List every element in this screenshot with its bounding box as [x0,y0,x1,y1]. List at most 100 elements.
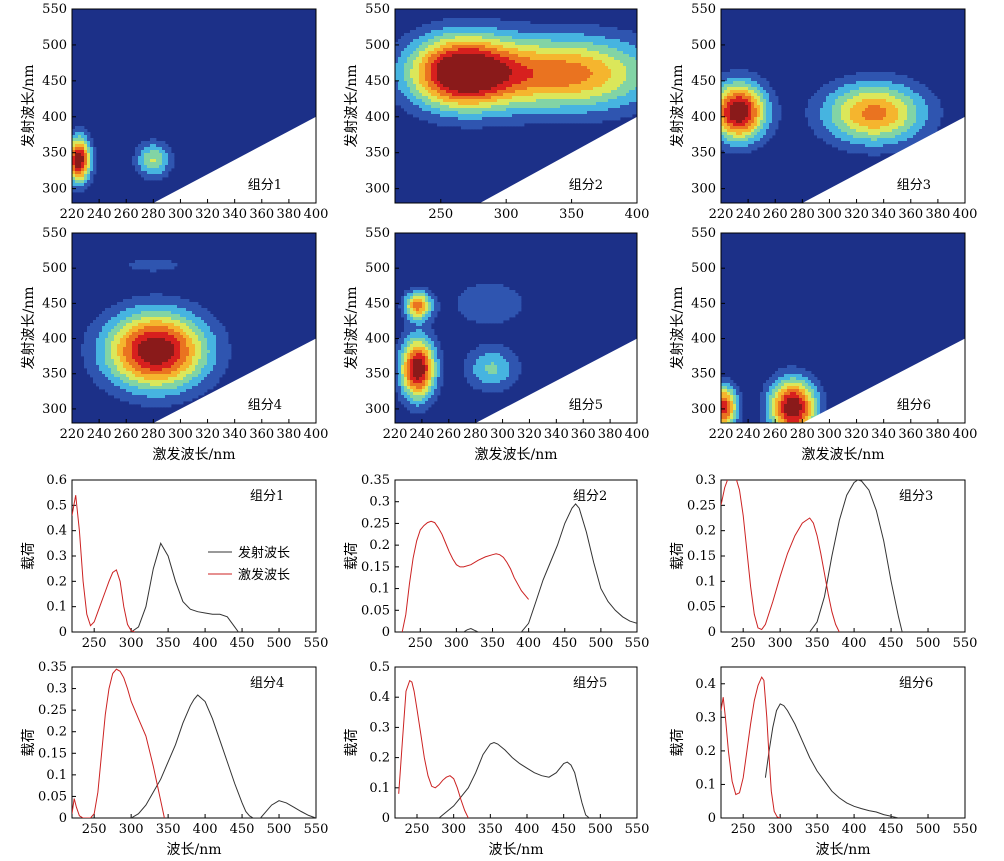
contour-cell [880,96,884,100]
contour-cell [449,42,453,46]
contour-cell [620,87,624,91]
contour-cell [482,93,486,97]
contour-cell [865,129,869,133]
contour-cell [889,120,893,124]
contour-cell [171,263,175,267]
contour-cell [159,293,163,297]
contour-cell [509,99,513,103]
contour-cell [883,144,887,148]
contour-cell [473,39,477,43]
contour-cell [521,72,525,76]
contour-cell [886,84,890,88]
contour-cell [754,117,758,121]
contour-cell [177,305,181,309]
contour-cell [599,93,603,97]
contour-cell [102,323,106,327]
contour-cell [566,69,570,73]
contour-cell [521,81,525,85]
contour-cell [476,60,480,64]
contour-cell [72,174,76,178]
contour-cell [871,81,875,85]
contour-cell [470,36,474,40]
contour-cell [452,36,456,40]
contour-cell [428,93,432,97]
y-tick-label: 550 [365,2,390,17]
contour-cell [141,305,145,309]
contour-cell [452,84,456,88]
contour-cell [614,78,618,82]
contour-cell [536,33,540,37]
contour-cell [521,63,525,67]
contour-cell [605,90,609,94]
contour-cell [509,114,513,118]
contour-cell [533,45,537,49]
contour-cell [153,323,157,327]
contour-cell [476,99,480,103]
contour-cell [183,305,187,309]
contour-cell [419,57,423,61]
contour-cell [425,81,429,85]
contour-cell [584,87,588,91]
contour-cell [455,54,459,58]
contour-cell [162,266,166,270]
contour-cell [458,87,462,91]
contour-cell [485,96,489,100]
contour-cell [590,99,594,103]
contour-cell [153,311,157,315]
contour-cell [195,314,199,318]
contour-cell [904,96,908,100]
contour-cell [572,30,576,34]
contour-cell [515,63,519,67]
contour-cell [596,36,600,40]
contour-cell [479,27,483,31]
contour-cell [626,54,630,58]
contour-cell [760,108,764,112]
contour-cell [593,30,597,34]
contour-cell [512,123,516,127]
contour-cell [554,27,558,31]
contour-cell [413,81,417,85]
contour-cell [826,84,830,88]
contour-cell [467,78,471,82]
contour-cell [156,320,160,324]
contour-cell [135,308,139,312]
contour-cell [892,135,896,139]
contour-cell [464,36,468,40]
contour-cell [488,78,492,82]
contour-cell [844,87,848,91]
contour-cell [467,126,471,130]
contour-cell [87,329,91,333]
contour-cell [533,90,537,94]
contour-cell [488,27,492,31]
contour-cell [165,159,169,163]
contour-cell [901,102,905,106]
contour-cell [862,90,866,94]
contour-cell [497,105,501,109]
contour-cell [180,329,184,333]
contour-cell [518,36,522,40]
contour-cell [461,123,465,127]
contour-cell [416,57,420,61]
contour-cell [177,302,181,306]
contour-cell [934,126,938,130]
contour-cell [126,323,130,327]
contour-cell [105,329,109,333]
contour-cell [485,60,489,64]
contour-cell [407,96,411,100]
contour-cell [509,120,513,124]
contour-cell [560,30,564,34]
contour-cell [587,87,591,91]
contour-cell [512,66,516,70]
contour-cell [473,96,477,100]
contour-cell [464,57,468,61]
contour-cell [635,84,637,88]
contour-cell [620,81,624,85]
contour-cell [422,45,426,49]
contour-cell [748,135,752,139]
contour-cell [434,117,438,121]
contour-cell [632,99,636,103]
contour-cell [458,45,462,49]
contour-cell [850,144,854,148]
contour-cell [446,105,450,109]
contour-cell [605,87,609,91]
